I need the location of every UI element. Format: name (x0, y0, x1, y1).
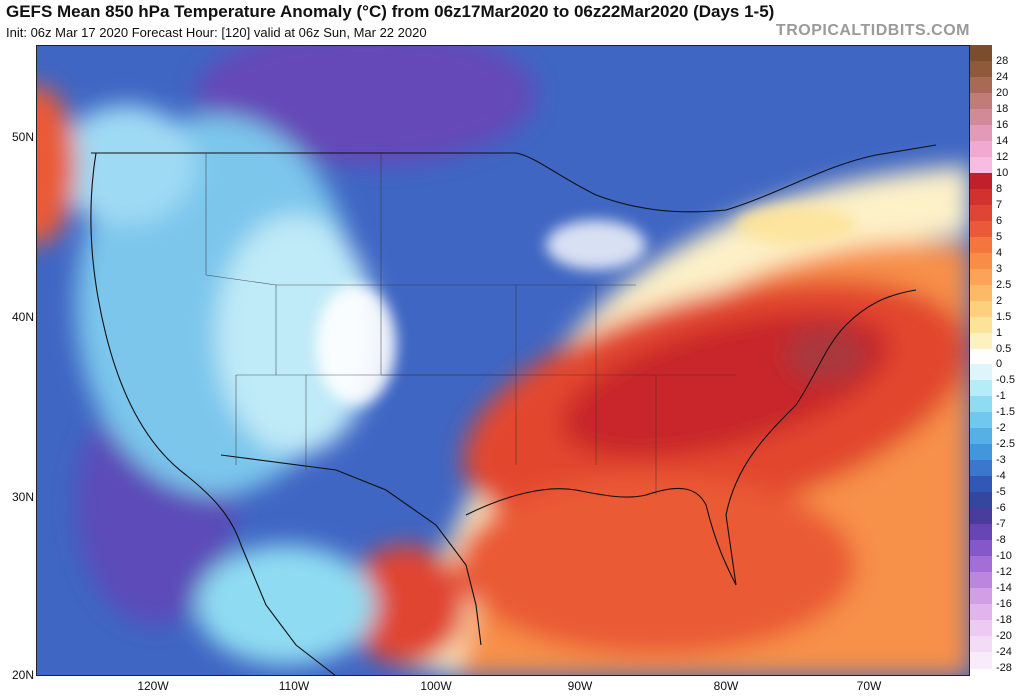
legend-swatch (970, 620, 992, 637)
legend-tick-label: -20 (996, 630, 1012, 643)
legend-tick-label: 20 (996, 86, 1009, 99)
legend-swatch (970, 492, 992, 509)
legend-swatch (970, 220, 992, 238)
legend-tick-label: -0.5 (996, 374, 1015, 387)
legend-swatch (970, 508, 992, 525)
legend-swatch (970, 380, 992, 398)
legend-swatch (970, 572, 992, 589)
legend-tick-label: -2.5 (996, 438, 1015, 451)
legend-swatch (970, 172, 992, 190)
legend-tick-label: 24 (996, 70, 1009, 83)
map-subtitle: Init: 06z Mar 17 2020 Forecast Hour: [12… (6, 25, 427, 40)
lat-label-40n: 40N (11, 310, 34, 324)
lon-label-90w: 90W (567, 679, 593, 693)
legend-tick-label: -16 (996, 598, 1012, 611)
lat-label-50n: 50N (11, 130, 34, 144)
legend-tick-label: -12 (996, 566, 1012, 579)
legend-tick-label: 16 (996, 118, 1009, 131)
lon-label-80w: 80W (713, 679, 739, 693)
legend-swatch (970, 428, 992, 445)
legend-swatch (970, 460, 992, 477)
legend-swatch (970, 188, 992, 206)
legend-swatch (970, 348, 992, 366)
lat-label-30n: 30N (11, 490, 34, 504)
legend-tick-label: -6 (996, 502, 1006, 515)
legend-swatch (970, 364, 992, 382)
legend-swatch (970, 268, 992, 286)
legend-tick-label: -2 (996, 422, 1006, 435)
legend-tick-label: -18 (996, 614, 1012, 627)
legend-tick-label: -10 (996, 550, 1012, 563)
legend-swatch (970, 524, 992, 541)
legend-tick-label: 14 (996, 134, 1009, 147)
legend-tick-label: 0.5 (996, 342, 1012, 355)
lat-label-20n: 20N (11, 668, 34, 682)
legend-swatch (970, 76, 992, 94)
legend-swatch (970, 332, 992, 350)
legend-tick-label: 7 (996, 198, 1003, 211)
legend-swatch (970, 588, 992, 605)
legend-tick-label: 3 (996, 262, 1003, 275)
lon-label-70w: 70W (856, 679, 882, 693)
legend-tick-label: 18 (996, 102, 1009, 115)
legend-tick-label: -4 (996, 470, 1006, 483)
legend-tick-label: 10 (996, 166, 1009, 179)
legend-swatch (970, 636, 992, 653)
anomaly-map[interactable] (36, 45, 970, 676)
lon-label-110w: 110W (278, 679, 310, 693)
legend-tick-label: -28 (996, 662, 1012, 674)
legend-swatch (970, 412, 992, 429)
legend-swatch (970, 652, 992, 669)
legend-swatch (970, 300, 992, 318)
legend-tick-label: -3 (996, 454, 1006, 467)
legend-tick-label: 5 (996, 230, 1003, 243)
legend-swatch (970, 316, 992, 334)
legend-tick-label: -1.5 (996, 406, 1015, 419)
legend-swatch (970, 444, 992, 461)
lon-label-100w: 100W (420, 679, 452, 693)
legend-tick-label: 8 (996, 182, 1003, 195)
legend-tick-label: -8 (996, 534, 1006, 547)
anomaly-field (36, 45, 970, 676)
brand-watermark[interactable]: TROPICALTIDBITS.COM (775, 22, 970, 39)
legend-swatch (970, 604, 992, 621)
legend-swatch (970, 236, 992, 254)
legend-tick-label: 1 (996, 326, 1003, 339)
legend-tick-label: -14 (996, 582, 1012, 595)
country-borders (90, 144, 937, 676)
legend-swatch (970, 556, 992, 573)
legend-tick-label: 2 (996, 294, 1003, 307)
legend-swatch (970, 476, 992, 493)
color-legend: 28 24 20 18 16 14 12 10 8 7 6 5 4 3 2.5 2 1.5 1 0.5 0 -0.5 -1… (970, 45, 1024, 676)
anomaly-map-svg (36, 45, 970, 676)
legend-tick-label: 12 (996, 150, 1009, 163)
legend-tick-label: 0 (996, 358, 1003, 371)
legend-tick-label: 2.5 (996, 278, 1012, 291)
legend-swatch (970, 92, 992, 110)
legend-tick-label: 28 (996, 54, 1009, 67)
legend-swatch (970, 124, 992, 142)
legend-swatch (970, 252, 992, 270)
legend-swatch (970, 156, 992, 174)
legend-swatch (970, 60, 992, 78)
legend-swatch (970, 204, 992, 222)
legend-tick-label: -7 (996, 518, 1006, 531)
state-borders (205, 153, 736, 495)
legend-swatch (970, 108, 992, 126)
legend-tick-label: -5 (996, 486, 1006, 499)
legend-swatch (970, 396, 992, 413)
lon-label-120w: 120W (137, 679, 169, 693)
legend-tick-label: 4 (996, 246, 1003, 259)
legend-tick-label: 6 (996, 214, 1003, 227)
legend-swatch (970, 45, 992, 62)
legend-tick-label: -1 (996, 390, 1006, 403)
map-title: GEFS Mean 850 hPa Temperature Anomaly (°… (6, 2, 775, 21)
legend-tick-label: 1.5 (996, 310, 1012, 323)
legend-swatch (970, 140, 992, 158)
legend-tick-label: -24 (996, 646, 1012, 659)
legend-swatch (970, 284, 992, 302)
legend-swatch (970, 540, 992, 557)
